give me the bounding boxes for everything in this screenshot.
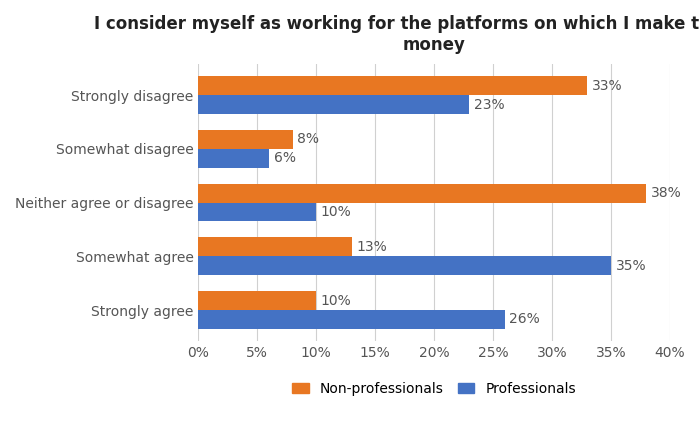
Title: I consider myself as working for the platforms on which I make the most
money: I consider myself as working for the pla…	[94, 15, 700, 54]
Text: 23%: 23%	[474, 97, 505, 112]
Bar	[198, 130, 293, 149]
Bar	[198, 291, 316, 310]
Text: 10%: 10%	[321, 294, 351, 307]
Bar	[198, 256, 611, 275]
Bar	[198, 238, 351, 256]
Text: 26%: 26%	[510, 312, 540, 326]
Bar	[198, 184, 646, 202]
Bar	[198, 76, 587, 95]
Bar	[198, 95, 470, 114]
Text: 13%: 13%	[356, 240, 387, 254]
Bar	[198, 149, 269, 168]
Text: 6%: 6%	[274, 151, 296, 165]
Legend: Non-professionals, Professionals: Non-professionals, Professionals	[286, 376, 582, 401]
Text: 8%: 8%	[298, 133, 319, 146]
Text: 33%: 33%	[592, 79, 622, 93]
Text: 10%: 10%	[321, 205, 351, 219]
Text: 38%: 38%	[651, 186, 682, 200]
Bar	[198, 202, 316, 221]
Bar	[198, 310, 505, 329]
Text: 35%: 35%	[615, 259, 646, 273]
